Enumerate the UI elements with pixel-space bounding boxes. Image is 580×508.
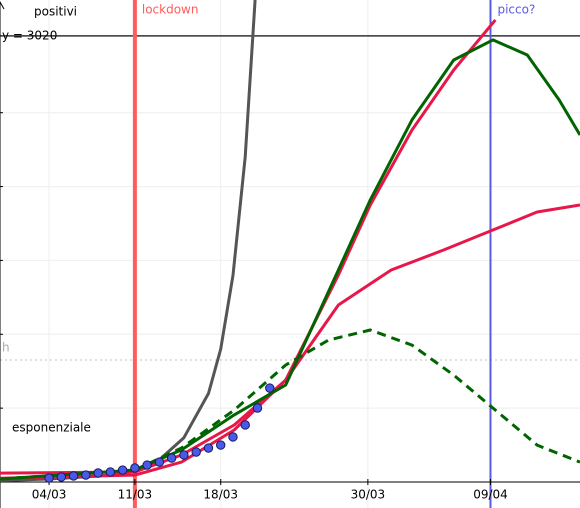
x-tick-label: 04/03 <box>32 488 67 502</box>
horizontal-line-label: y = 3020 <box>2 28 57 42</box>
annotation: esponenziale <box>12 421 91 435</box>
data-point <box>130 463 140 473</box>
x-tick-label: 11/03 <box>118 488 153 502</box>
data-point <box>93 468 103 478</box>
data-point <box>154 457 165 467</box>
horizontal-line-label: h <box>2 340 10 354</box>
data-point <box>179 450 189 460</box>
x-tick-label: 30/03 <box>351 488 386 502</box>
curves <box>0 0 580 483</box>
curve <box>0 18 497 475</box>
curve <box>0 328 580 481</box>
data-point <box>105 467 116 477</box>
data-point <box>240 420 250 430</box>
data-point <box>191 447 201 457</box>
data-point <box>166 453 177 463</box>
vertical-line-label: lockdown <box>142 3 199 17</box>
y-axis-label: positivi <box>34 5 77 19</box>
data-point <box>56 472 67 482</box>
x-tick-label: 09/04 <box>473 488 508 502</box>
data-point <box>203 443 214 453</box>
data-point <box>117 465 128 475</box>
data-point <box>142 460 152 470</box>
data-point <box>216 440 226 450</box>
data-point <box>265 383 275 393</box>
labels: positivi esponenziale y = 3020 h lockdown p… <box>2 3 535 435</box>
y-axis-arrow <box>0 0 5 10</box>
data-point <box>228 432 238 442</box>
data-point <box>68 471 79 481</box>
data-point <box>44 473 54 483</box>
curve <box>0 203 580 480</box>
data-point <box>81 470 91 480</box>
vertical-line-label: picco? <box>497 3 535 17</box>
data-point <box>252 403 263 413</box>
x-tick-label: 18/03 <box>203 488 238 502</box>
curve <box>0 38 580 481</box>
